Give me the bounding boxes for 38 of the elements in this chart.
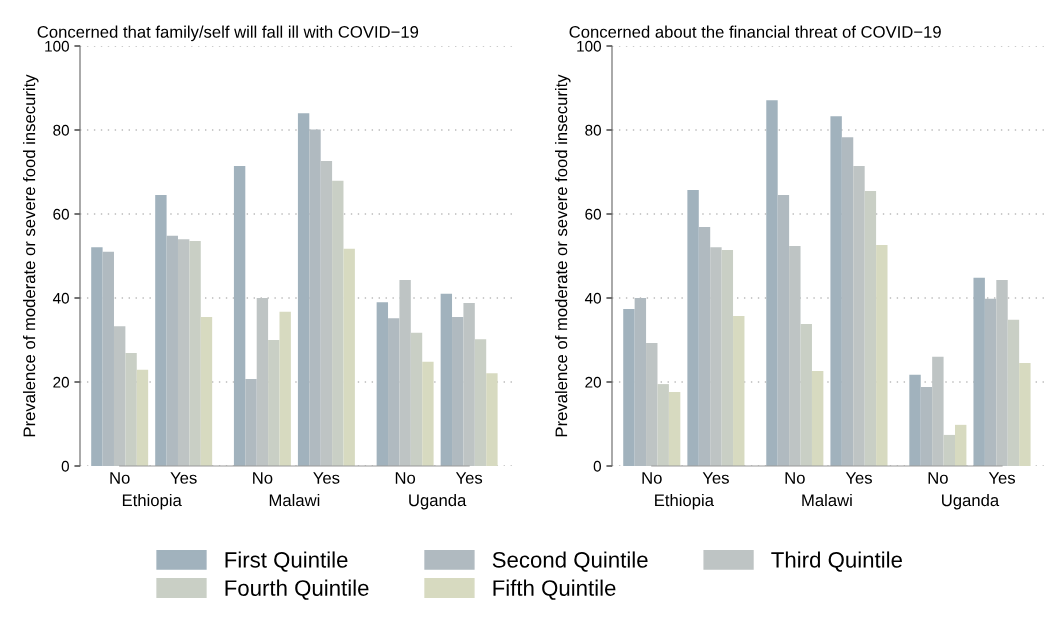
chart-title: Concerned about the financial threat of COVID−19 [569,25,941,38]
y-tick-label: 100 [45,40,69,52]
y-axis-title: Prevalence of moderate or severe food insecurity [555,74,571,437]
text: Uganda [942,493,1000,510]
x-tick-label: No [110,472,130,484]
text: Ethiopia [655,493,714,510]
y-tick-label: 60 [53,208,69,220]
text: Ethiopia [122,493,182,510]
legend-label: First Quintile [225,551,348,572]
x-tick-label: No [642,472,662,484]
y-axis-title: Prevalence of moderate or severe food insecurity [23,74,39,437]
y-tick-label: 80 [53,124,69,136]
text: Malawi [802,493,852,507]
legend-label: Fifth Quintile [493,579,616,600]
x-tick-label: No [928,472,948,484]
text: Uganda [409,493,467,510]
y-tick-label: 20 [53,376,69,388]
y-tick-label: 40 [584,292,601,304]
x-tick-label: Yes [170,472,197,484]
legend-label: Second Quintile [492,551,648,572]
x-tick-label: No [253,472,273,484]
legend-label: Fourth Quintile [225,579,369,600]
y-tick-label: 60 [585,208,601,220]
x-tick-label: Yes [988,472,1016,484]
y-tick-label: 40 [52,292,69,304]
x-tick-label: No [395,472,416,484]
y-tick-label: 20 [585,376,601,388]
y-tick-label: 0 [593,460,601,472]
y-tick-label: 0 [61,460,69,472]
legend-label: Third Quintile [771,551,902,572]
x-tick-label: Yes [313,472,340,484]
x-tick-label: Yes [845,472,872,484]
y-tick-label: 100 [577,40,601,52]
text: Malawi [269,493,320,507]
x-tick-label: Yes [455,472,483,484]
x-tick-label: No [785,472,805,484]
y-tick-label: 80 [585,124,601,136]
x-tick-label: Yes [702,472,729,484]
